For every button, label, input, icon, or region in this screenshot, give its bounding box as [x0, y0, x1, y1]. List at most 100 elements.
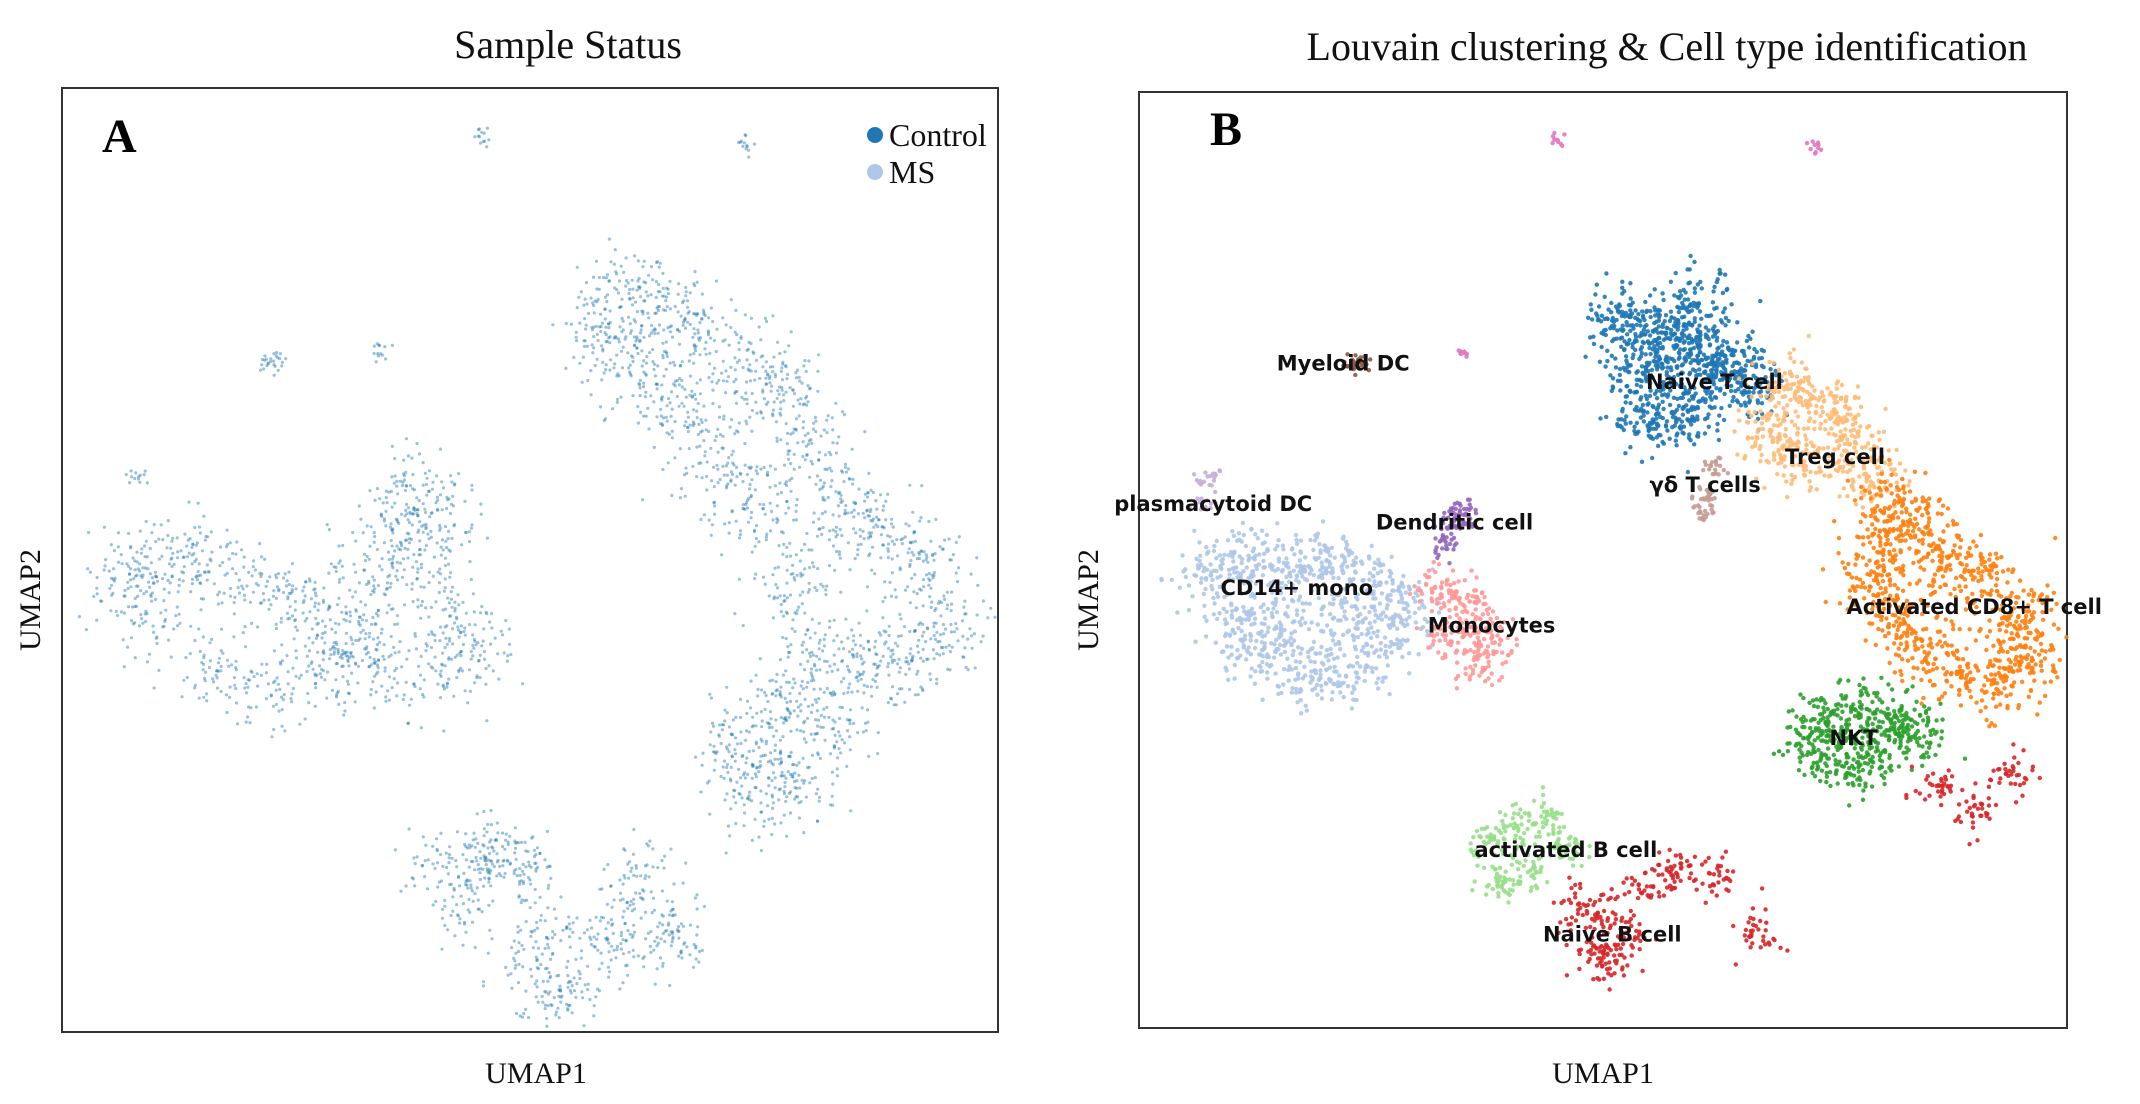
point [852, 500, 856, 504]
point [635, 346, 639, 350]
point [806, 680, 810, 685]
point [421, 483, 425, 487]
point [301, 600, 305, 605]
point [313, 580, 317, 585]
point [258, 571, 262, 576]
point [808, 781, 812, 785]
point [290, 590, 294, 594]
point [924, 640, 928, 644]
point [549, 1003, 553, 1007]
point [709, 696, 714, 700]
point [693, 896, 698, 900]
point [828, 619, 832, 623]
point [727, 343, 731, 347]
point [761, 575, 766, 579]
point [393, 456, 397, 461]
point [367, 557, 371, 562]
point [784, 669, 788, 673]
point [574, 330, 578, 334]
point [911, 540, 915, 544]
point [653, 328, 657, 332]
point [969, 572, 973, 576]
point [653, 327, 657, 331]
point [512, 871, 516, 876]
point [1674, 407, 1680, 412]
point [1685, 469, 1691, 475]
point [877, 518, 881, 522]
point [704, 428, 708, 432]
point [714, 434, 718, 438]
point [775, 439, 779, 443]
point [514, 841, 518, 845]
point [1794, 374, 1800, 379]
point [622, 909, 626, 913]
point [615, 948, 619, 952]
point [725, 486, 729, 490]
point [737, 358, 742, 362]
point [409, 537, 413, 542]
point [1665, 365, 1670, 370]
point [831, 428, 835, 432]
point [122, 665, 126, 669]
point [354, 570, 358, 574]
point [293, 618, 297, 622]
point [782, 774, 786, 778]
point [208, 557, 212, 561]
point [584, 281, 589, 285]
point [591, 275, 596, 279]
point [686, 320, 690, 324]
point [452, 523, 457, 527]
point [784, 715, 788, 719]
point [290, 614, 295, 618]
point [625, 900, 630, 905]
point [931, 553, 935, 557]
point [738, 533, 743, 537]
point [779, 751, 783, 755]
point [554, 916, 558, 921]
point [815, 700, 819, 704]
point [439, 853, 443, 857]
point [478, 871, 482, 875]
point [418, 548, 422, 552]
point [791, 763, 795, 767]
point [592, 303, 596, 308]
point [605, 902, 610, 907]
point [466, 701, 470, 705]
point [732, 795, 736, 799]
point [743, 463, 747, 467]
point [676, 310, 680, 314]
point [226, 542, 230, 546]
point [783, 696, 787, 701]
point [1640, 402, 1646, 408]
point [452, 621, 457, 625]
point [1807, 392, 1813, 397]
point [591, 301, 595, 305]
point [773, 776, 777, 780]
point [274, 702, 278, 707]
point [1858, 404, 1864, 410]
point [866, 640, 870, 644]
point [929, 539, 933, 543]
point [337, 702, 341, 707]
point [413, 884, 417, 888]
point [364, 619, 368, 623]
point [280, 659, 284, 663]
point [603, 295, 608, 299]
point [485, 126, 489, 130]
point [1726, 318, 1731, 324]
point [409, 512, 413, 516]
point [447, 639, 452, 643]
point [822, 715, 827, 719]
point [518, 873, 522, 878]
point [1669, 327, 1674, 333]
point [263, 354, 267, 358]
point [248, 721, 252, 725]
point [1602, 294, 1607, 299]
point [498, 864, 502, 869]
point [945, 607, 949, 611]
point [695, 907, 699, 911]
point [889, 697, 893, 701]
point [550, 952, 555, 957]
point [785, 680, 789, 684]
